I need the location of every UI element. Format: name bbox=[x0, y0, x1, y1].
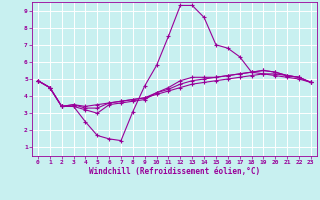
X-axis label: Windchill (Refroidissement éolien,°C): Windchill (Refroidissement éolien,°C) bbox=[89, 167, 260, 176]
